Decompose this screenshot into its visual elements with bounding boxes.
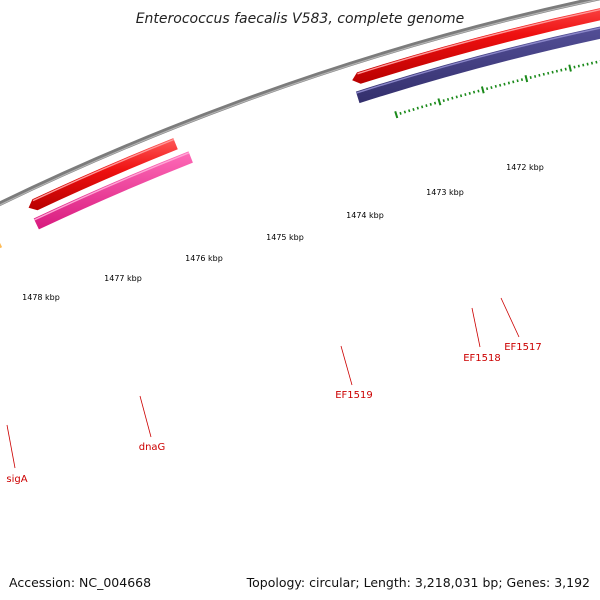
inner-minor-tick: [529, 76, 532, 79]
gene-labels: sigA dnaG EF1519 EF1518 EF1517: [6, 297, 542, 485]
EF1519-callout-line: [340, 345, 353, 386]
inner-minor-tick: [577, 64, 580, 68]
inner-minor-tick: [582, 63, 585, 67]
EF1517-callout-line: [500, 297, 520, 338]
inner-minor-tick: [503, 82, 506, 86]
inner-minor-tick: [459, 94, 463, 98]
scale-label: 1473 kbp: [426, 188, 464, 197]
inner-minor-tick: [538, 73, 541, 77]
scale-label: 1475 kbp: [266, 233, 304, 242]
gene-features: [0, 0, 600, 399]
inner-minor-tick: [472, 90, 476, 94]
inner-minor-tick: [412, 107, 415, 111]
gene-label-sigA[interactable]: sigA: [6, 474, 27, 485]
inner-minor-tick: [516, 79, 519, 83]
gene-label-dnaG[interactable]: dnaG: [139, 442, 166, 453]
inner-minor-tick: [512, 80, 515, 84]
inner-major-tick: [524, 74, 529, 83]
genome-stats-text: Topology: circular; Length: 3,218,031 bp…: [246, 575, 590, 590]
EF1518-callout-line: [471, 307, 481, 348]
sigA-callout-line: [6, 424, 16, 469]
cog-bar-dnaG[interactable]: [33, 151, 193, 230]
inner-minor-tick: [429, 102, 432, 106]
inner-major-tick: [394, 111, 399, 119]
accession-text: Accession: NC_004668: [9, 575, 152, 590]
scale-label: 1476 kbp: [185, 254, 223, 263]
inner-minor-tick: [451, 96, 454, 100]
scale-label: 1474 kbp: [346, 211, 384, 220]
inner-minor-tick: [399, 111, 402, 115]
inner-minor-tick: [408, 109, 411, 113]
scale-label: 1477 kbp: [104, 274, 142, 283]
cog-bar-dnaG-highlight: [34, 152, 190, 221]
inner-minor-tick: [560, 68, 563, 72]
inner-minor-tick: [507, 81, 510, 85]
inner-minor-tick: [573, 65, 576, 69]
inner-minor-tick: [547, 71, 550, 75]
gene-arrow-EF1519[interactable]: [352, 0, 600, 84]
inner-minor-tick: [542, 72, 545, 76]
scale-labels: 1472 kbp 1473 kbp 1474 kbp 1475 kbp 1476 kbp…: [22, 163, 544, 302]
scale-label: 1478 kbp: [22, 293, 60, 302]
genome-backbone-highlight: [0, 0, 600, 206]
gene-label-EF1517[interactable]: EF1517: [504, 342, 542, 353]
gene-arrow-dnaG[interactable]: [28, 138, 178, 211]
map-title: Enterococcus faecalis V583, complete gen…: [136, 11, 465, 27]
inner-minor-tick: [442, 99, 445, 103]
inner-tick-ring: [394, 60, 600, 119]
inner-minor-tick: [446, 97, 450, 101]
inner-major-tick: [568, 64, 572, 72]
inner-minor-tick: [421, 105, 424, 109]
inner-major-tick: [437, 98, 442, 106]
dnaG-callout-line: [139, 395, 152, 438]
scale-label: 1472 kbp: [506, 163, 544, 172]
inner-minor-tick: [455, 95, 458, 99]
cog-bar-EF1519[interactable]: [355, 10, 600, 104]
inner-minor-tick: [590, 61, 594, 65]
inner-minor-tick: [403, 110, 407, 114]
inner-minor-tick: [486, 87, 489, 91]
inner-minor-tick: [490, 86, 493, 90]
inner-minor-tick: [433, 101, 437, 105]
gene-arrow-EF1519-highlight: [357, 9, 600, 75]
gene-label-EF1519[interactable]: EF1519: [335, 390, 373, 401]
inner-major-tick: [480, 86, 485, 94]
genome-backbone: [0, 0, 600, 207]
inner-minor-tick: [534, 75, 537, 78]
inner-minor-tick: [564, 67, 567, 71]
inner-minor-tick: [586, 62, 589, 66]
gene-label-EF1518[interactable]: EF1518: [463, 353, 501, 364]
inner-minor-tick: [416, 106, 419, 110]
gene-arrow-dnaG-highlight: [32, 138, 175, 202]
inner-minor-tick: [551, 70, 554, 74]
inner-minor-tick: [468, 91, 471, 95]
inner-minor-tick: [464, 93, 467, 96]
cog-bar-sigA[interactable]: [0, 236, 3, 399]
inner-minor-tick: [499, 83, 502, 87]
inner-minor-tick: [477, 89, 480, 93]
inner-minor-tick: [520, 78, 524, 82]
inner-minor-tick: [555, 69, 558, 73]
inner-minor-tick: [494, 84, 497, 88]
cog-bar-EF1519-highlight: [356, 27, 600, 94]
inner-minor-tick: [595, 60, 598, 64]
inner-minor-tick: [425, 104, 428, 108]
